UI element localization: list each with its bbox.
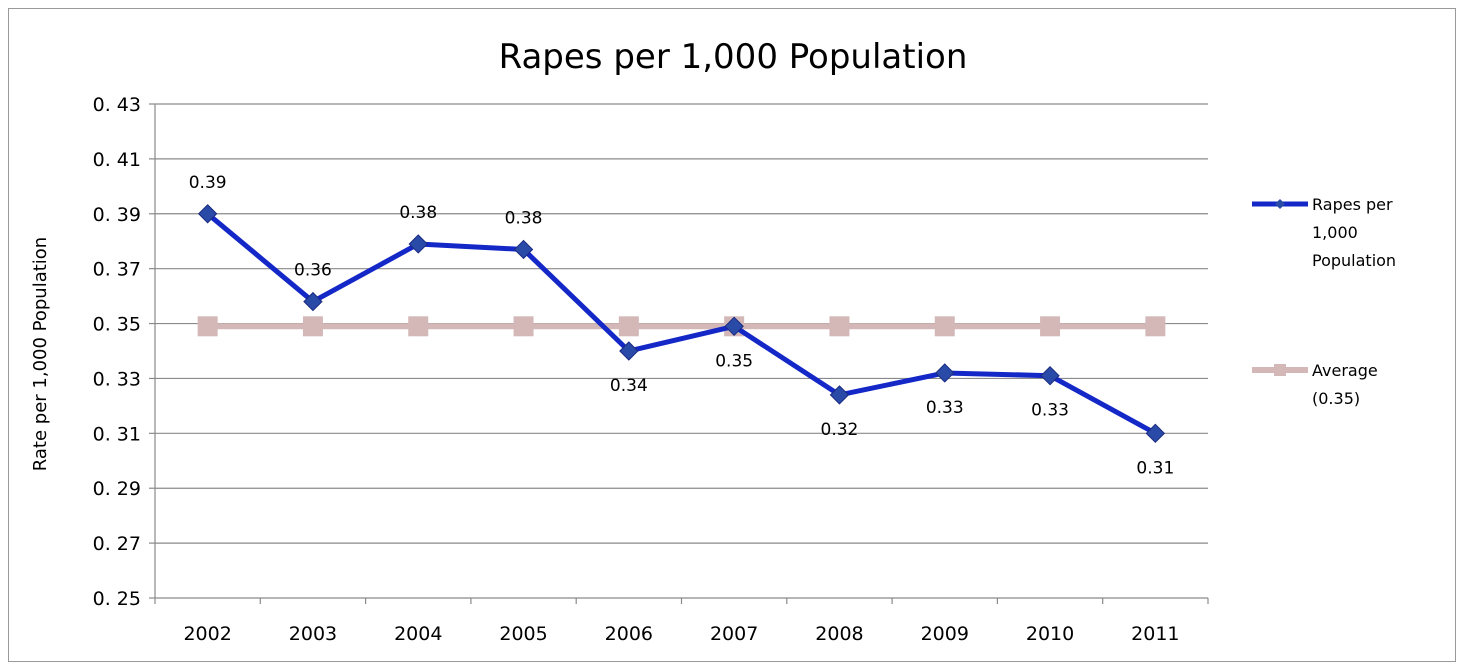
x-axis-ticks: 2002 2003 2004 2005 2006 2007 2008 2009 2010 2011 xyxy=(183,623,1179,645)
y-tick-label: 0. 35 xyxy=(93,314,141,336)
legend: Rapes per 1,000 Population Average (0.35) xyxy=(1252,195,1396,408)
chart-title: Rapes per 1,000 Population xyxy=(499,37,968,77)
y-tick-label: 0. 43 xyxy=(93,94,141,116)
data-point-average xyxy=(408,316,429,337)
legend-label: Population xyxy=(1312,251,1396,270)
x-tick-label: 2004 xyxy=(394,623,442,645)
data-point-rapes xyxy=(724,316,744,337)
data-label: 0.38 xyxy=(505,208,543,228)
data-label: 0.33 xyxy=(926,398,964,418)
data-point-rapes xyxy=(408,234,428,254)
data-point-rapes xyxy=(303,291,323,312)
data-point-average xyxy=(197,316,218,337)
y-tick-label: 0. 25 xyxy=(93,588,141,610)
data-point-rapes xyxy=(1145,423,1166,444)
x-tick-label: 2009 xyxy=(921,623,969,645)
x-tick-label: 2006 xyxy=(605,623,653,645)
data-point-rapes xyxy=(197,204,218,224)
y-tick-label: 0. 37 xyxy=(93,259,141,281)
y-tick-label: 0. 31 xyxy=(93,423,141,445)
y-tick-label: 0. 29 xyxy=(93,478,141,500)
legend-label: Rapes per xyxy=(1312,195,1393,214)
data-label: 0.33 xyxy=(1031,401,1069,421)
x-tick-label: 2010 xyxy=(1026,623,1074,645)
legend-marker-rapes xyxy=(1275,199,1285,209)
data-point-average xyxy=(1145,316,1166,337)
x-tick-label: 2002 xyxy=(183,623,231,645)
y-axis-ticks: 0. 25 0. 27 0. 29 0. 31 0. 33 0. 35 0. 37 0. 39… xyxy=(93,94,141,610)
data-label: 0.39 xyxy=(189,173,227,193)
data-label: 0.32 xyxy=(821,420,859,440)
legend-label: 1,000 xyxy=(1312,223,1358,242)
series-group: 0.39 0.36 0.38 0.38 0.34 0.35 0.32 0.33 0.33 0.31 xyxy=(189,173,1175,479)
x-tick-label: 2008 xyxy=(815,623,863,645)
y-tick-label: 0. 39 xyxy=(93,204,141,226)
x-tick-label: 2005 xyxy=(499,623,547,645)
legend-label: Average xyxy=(1312,361,1378,380)
data-label: 0.34 xyxy=(610,376,648,396)
data-point-rapes xyxy=(935,363,955,383)
x-tick-label: 2003 xyxy=(289,623,337,645)
x-tick-label: 2007 xyxy=(710,623,758,645)
legend-label: (0.35) xyxy=(1312,389,1360,408)
data-point-average xyxy=(934,316,955,337)
y-tick-label: 0. 41 xyxy=(93,149,141,171)
data-label: 0.38 xyxy=(399,203,437,223)
data-point-average xyxy=(513,316,534,337)
data-point-rapes xyxy=(829,385,850,405)
x-tick-label: 2011 xyxy=(1131,623,1179,645)
axes xyxy=(149,103,1209,604)
data-point-rapes xyxy=(619,341,639,361)
data-point-average xyxy=(829,316,850,337)
data-point-average xyxy=(1040,316,1061,337)
y-tick-label: 0. 27 xyxy=(93,533,141,555)
data-point-average xyxy=(618,316,639,337)
data-label: 0.36 xyxy=(294,261,332,281)
data-label: 0.35 xyxy=(715,351,753,371)
data-point-average xyxy=(302,316,323,337)
y-tick-label: 0. 33 xyxy=(93,368,141,390)
data-point-rapes xyxy=(1040,365,1060,386)
data-label: 0.31 xyxy=(1136,458,1174,478)
data-point-rapes xyxy=(513,239,534,260)
series-line-rapes xyxy=(206,211,1157,436)
y-axis-label: Rate per 1,000 Population xyxy=(30,237,51,471)
legend-marker-average xyxy=(1274,364,1286,376)
gridlines xyxy=(155,103,1208,544)
